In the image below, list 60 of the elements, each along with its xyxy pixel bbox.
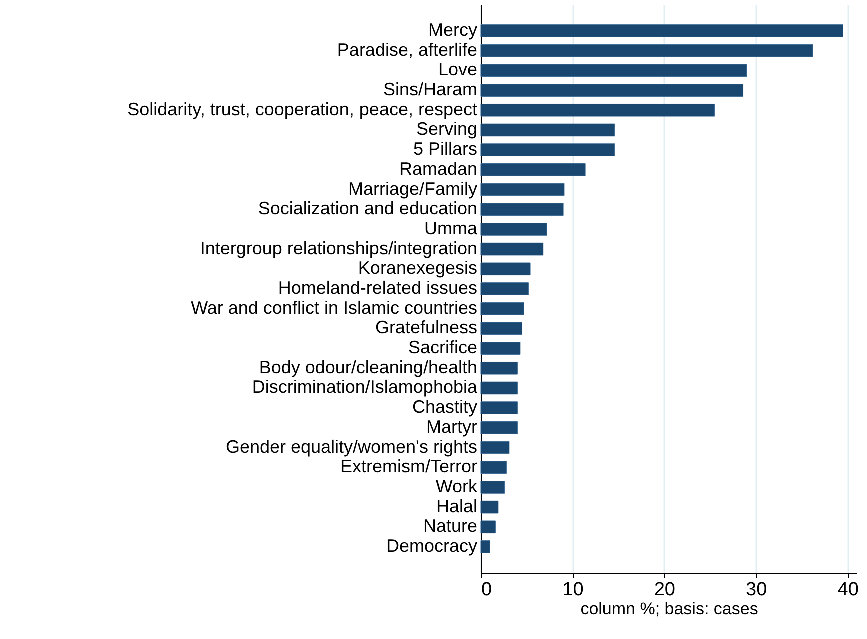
bar — [480, 104, 716, 117]
bar — [480, 84, 744, 97]
bar — [480, 262, 531, 276]
y-tick-label: Gender equality/women's rights — [226, 436, 478, 457]
bar — [480, 24, 844, 38]
y-tick-label: Love — [438, 60, 478, 80]
y-tick-label: Work — [436, 476, 478, 496]
bar — [480, 540, 490, 554]
y-tick-label: Chastity — [412, 397, 478, 418]
y-tick-label: Homeland-related issues — [278, 278, 478, 298]
bar — [480, 242, 544, 256]
bar — [480, 422, 518, 434]
y-tick-label: Sacrifice — [408, 338, 478, 358]
bar — [480, 183, 565, 196]
x-axis-title: column %; basis: cases — [580, 600, 758, 618]
y-tick-label: Marriage/Family — [348, 178, 478, 199]
y-tick-label: Martyr — [426, 416, 478, 437]
bar — [480, 322, 523, 336]
y-tick-label: Sins/Haram — [383, 80, 478, 100]
x-tick-label: 30 — [746, 580, 768, 600]
y-tick-label: Paradise, afterlife — [337, 40, 478, 60]
bar — [480, 44, 814, 58]
bar — [480, 382, 518, 395]
x-tick-label: 10 — [562, 580, 584, 600]
bar — [480, 461, 507, 474]
bar — [480, 402, 518, 414]
bar — [480, 203, 564, 216]
bar — [480, 282, 529, 296]
bar — [480, 164, 586, 176]
bar — [480, 64, 748, 78]
y-tick-label: Socialization and education — [258, 198, 478, 219]
y-tick-label: Nature — [423, 516, 478, 536]
bar — [480, 302, 524, 316]
bar — [480, 362, 518, 375]
y-tick-label: Serving — [416, 119, 478, 140]
bar — [480, 124, 616, 137]
bar — [480, 481, 506, 494]
y-tick-label: Body odour/cleaning/health — [259, 357, 478, 378]
y-tick-label: Extremism/Terror — [340, 456, 478, 477]
y-tick-label: Democracy — [386, 536, 478, 556]
bar — [480, 223, 548, 236]
y-tick-label: Halal — [436, 496, 478, 516]
y-tick-label: Intergroup relationships/integration — [200, 238, 478, 258]
y-tick-label: Gratefulness — [375, 318, 478, 338]
y-tick-label: Koranexegesis — [358, 258, 478, 278]
y-tick-label: War and conflict in Islamic countries — [191, 298, 478, 318]
bar — [480, 144, 616, 156]
bar — [480, 441, 510, 454]
bar — [480, 500, 499, 514]
x-tick-label: 40 — [838, 580, 859, 600]
bar — [480, 342, 521, 355]
y-tick-label: Umma — [424, 218, 478, 238]
x-tick-label: 20 — [654, 580, 676, 600]
y-tick-label: Mercy — [428, 20, 478, 40]
y-tick-label: 5 Pillars — [413, 139, 478, 160]
y-tick-label: Discrimination/Islamophobia — [252, 377, 478, 398]
y-tick-label: Ramadan — [399, 158, 478, 179]
bar — [480, 520, 496, 534]
y-tick-label: Solidarity, trust, cooperation, peace, respect — [128, 99, 478, 120]
x-tick-label: 0 — [482, 580, 492, 600]
